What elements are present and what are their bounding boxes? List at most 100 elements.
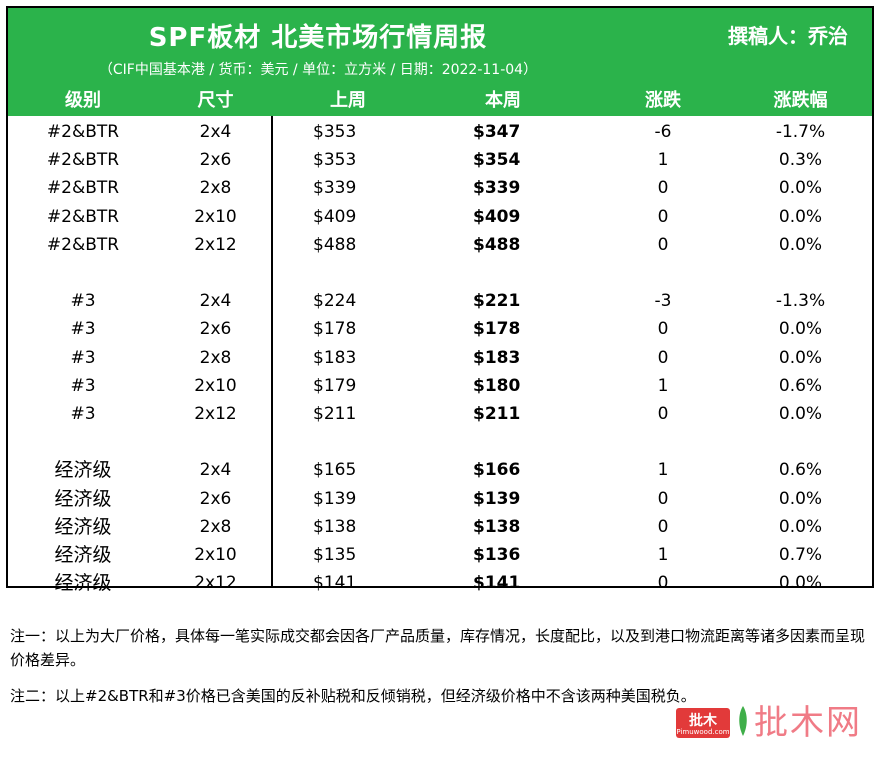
site-logo: 批木 Pimuwood.com 批木网 bbox=[676, 704, 866, 744]
change-percent: 0.7% bbox=[778, 545, 823, 565]
grade-cell: #2&BTR bbox=[46, 150, 120, 171]
table-row: #2&BTR 2x12 $488 $488 0 0.0% bbox=[8, 231, 872, 259]
this-week-price: $347 bbox=[473, 122, 521, 142]
grade-cell: 经济级 bbox=[54, 459, 112, 482]
grade-cell: #3 bbox=[70, 347, 96, 368]
table-row: #2&BTR 2x10 $409 $409 0 0.0% bbox=[8, 203, 872, 231]
table-row: 经济级 2x4 $165 $166 1 0.6% bbox=[8, 456, 872, 484]
change-value: 0 bbox=[657, 488, 669, 509]
table-row: 经济级 2x12 $141 $141 0 0.0% bbox=[8, 569, 872, 597]
note-two: 注二：以上#2&BTR和#3价格已含美国的反补贴税和反倾销税，但经济级价格中不含… bbox=[10, 687, 696, 705]
size-cell: 2x12 bbox=[194, 234, 237, 255]
last-week-price: $409 bbox=[313, 206, 357, 227]
grade-cell: #2&BTR bbox=[46, 122, 120, 142]
change-percent: -1.7% bbox=[775, 122, 826, 142]
this-week-price: $409 bbox=[473, 206, 521, 227]
this-week-price: $221 bbox=[473, 291, 521, 312]
size-cell: 2x10 bbox=[194, 375, 237, 396]
change-value: 1 bbox=[657, 150, 669, 171]
grade-cell: #2&BTR bbox=[46, 178, 120, 199]
this-week-price: $488 bbox=[473, 234, 521, 255]
size-cell: 2x6 bbox=[199, 488, 232, 509]
table-row: #3 2x6 $178 $178 0 0.0% bbox=[8, 315, 872, 343]
this-week-price: $183 bbox=[473, 347, 521, 368]
change-value: 1 bbox=[657, 460, 669, 481]
last-week-price: $135 bbox=[313, 545, 357, 565]
last-week-price: $139 bbox=[313, 488, 357, 509]
change-percent: 0.0% bbox=[778, 347, 823, 368]
grade-cell: #2&BTR bbox=[46, 206, 120, 227]
table-row: #3 2x8 $183 $183 0 0.0% bbox=[8, 344, 872, 372]
table-row: #2&BTR 2x6 $353 $354 1 0.3% bbox=[8, 146, 872, 174]
change-value: 1 bbox=[657, 375, 669, 396]
column-header-grade: 级别 bbox=[65, 90, 101, 111]
change-percent: 0.0% bbox=[778, 488, 823, 509]
table-row: 经济级 2x8 $138 $138 0 0.0% bbox=[8, 513, 872, 541]
change-percent: 0.0% bbox=[778, 319, 823, 340]
size-cell: 2x4 bbox=[199, 122, 232, 142]
last-week-price: $339 bbox=[313, 178, 357, 199]
change-value: 0 bbox=[657, 234, 669, 255]
change-value: 1 bbox=[657, 545, 669, 565]
grade-cell: 经济级 bbox=[54, 544, 112, 566]
grade-cell: #3 bbox=[70, 291, 96, 312]
column-headers: 级别 尺寸 上周 本周 涨跌 涨跌幅 bbox=[8, 86, 872, 112]
this-week-price: $180 bbox=[473, 375, 521, 396]
report-subtitle: （CIF中国基本港 / 货币：美元 / 单位：立方米 / 日期：2022-11-… bbox=[98, 62, 538, 78]
change-percent: 0.3% bbox=[778, 150, 823, 171]
column-header-change: 涨跌 bbox=[645, 90, 681, 111]
size-cell: 2x8 bbox=[199, 347, 232, 368]
logo-badge: 批木 Pimuwood.com bbox=[676, 708, 730, 738]
change-value: 0 bbox=[657, 178, 669, 199]
this-week-price: $139 bbox=[473, 488, 521, 509]
column-header-size: 尺寸 bbox=[197, 90, 234, 111]
change-value: -6 bbox=[654, 122, 672, 142]
grade-cell: #2&BTR bbox=[46, 234, 120, 255]
last-week-price: $178 bbox=[313, 319, 357, 340]
grade-cell: 经济级 bbox=[54, 572, 112, 595]
change-value: 0 bbox=[657, 319, 669, 340]
grade-cell: #3 bbox=[70, 319, 96, 340]
size-cell: 2x12 bbox=[194, 404, 237, 424]
change-value: -3 bbox=[654, 291, 672, 312]
logo-text: 批木网 bbox=[754, 703, 862, 743]
change-percent: 0.0% bbox=[778, 404, 823, 424]
size-cell: 2x6 bbox=[199, 319, 232, 340]
change-value: 0 bbox=[657, 516, 669, 537]
table-row: 经济级 2x6 $139 $139 0 0.0% bbox=[8, 485, 872, 513]
change-percent: 0.6% bbox=[778, 375, 823, 396]
price-table: SPF板材 北美市场行情周报 撰稿人：乔治 （CIF中国基本港 / 货币：美元 … bbox=[6, 6, 874, 594]
last-week-price: $138 bbox=[313, 516, 357, 537]
grade-cell: 经济级 bbox=[54, 487, 112, 510]
column-header-change-pct: 涨跌幅 bbox=[773, 90, 828, 111]
this-week-price: $166 bbox=[473, 460, 521, 481]
this-week-price: $136 bbox=[473, 545, 521, 565]
report-title: SPF板材 北美市场行情周报 bbox=[148, 23, 488, 53]
table-row: #3 2x4 $224 $221 -3 -1.3% bbox=[8, 287, 872, 315]
this-week-price: $141 bbox=[473, 573, 521, 594]
size-cell: 2x4 bbox=[199, 291, 232, 312]
last-week-price: $224 bbox=[313, 291, 357, 312]
change-percent: 0.0% bbox=[778, 178, 823, 199]
change-percent: 0.0% bbox=[778, 516, 823, 537]
size-cell: 2x12 bbox=[194, 573, 237, 594]
this-week-price: $211 bbox=[473, 404, 521, 424]
size-cell: 2x4 bbox=[199, 460, 232, 481]
column-divider bbox=[271, 116, 273, 588]
last-week-price: $211 bbox=[313, 404, 357, 424]
last-week-price: $353 bbox=[313, 122, 357, 142]
table-row: #2&BTR 2x8 $339 $339 0 0.0% bbox=[8, 174, 872, 202]
change-percent: 0.0% bbox=[778, 234, 823, 255]
last-week-price: $179 bbox=[313, 375, 357, 396]
table-row: #2&BTR 2x4 $353 $347 -6 -1.7% bbox=[8, 118, 872, 146]
grade-cell: #3 bbox=[70, 404, 96, 424]
this-week-price: $354 bbox=[473, 150, 521, 171]
this-week-price: $178 bbox=[473, 319, 521, 340]
change-percent: -1.3% bbox=[775, 291, 826, 312]
change-value: 0 bbox=[657, 347, 669, 368]
leaf-icon bbox=[739, 706, 747, 736]
table-row: #3 2x10 $179 $180 1 0.6% bbox=[8, 372, 872, 400]
change-value: 0 bbox=[657, 573, 669, 594]
change-value: 0 bbox=[657, 404, 669, 424]
change-percent: 0.0% bbox=[778, 573, 823, 594]
